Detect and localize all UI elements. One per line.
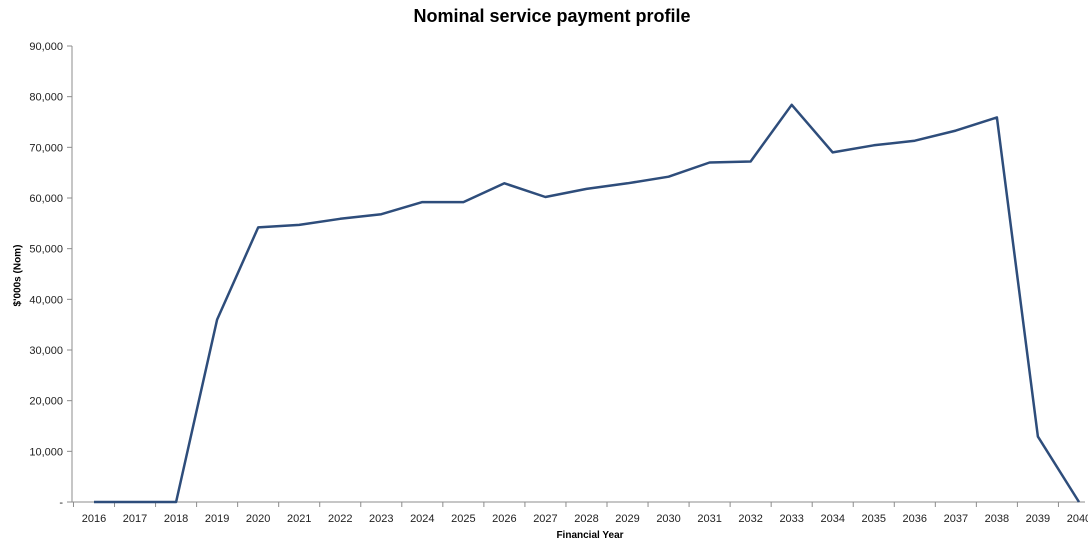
- x-tick-label: 2040: [1067, 513, 1088, 525]
- x-tick-label: 2032: [738, 513, 762, 525]
- x-tick-label: 2024: [410, 513, 434, 525]
- y-tick-label: 40,000: [29, 294, 63, 306]
- x-axis-label: Financial Year: [556, 530, 624, 541]
- x-tick-label: 2038: [985, 513, 1009, 525]
- y-tick-label: 20,000: [29, 396, 63, 408]
- x-tick-label: 2036: [903, 513, 927, 525]
- x-tick-label: 2033: [779, 513, 803, 525]
- y-tick-label: 30,000: [29, 345, 63, 357]
- y-tick-label: 10,000: [29, 446, 63, 458]
- x-tick-label: 2030: [656, 513, 680, 525]
- x-tick-label: 2018: [164, 513, 188, 525]
- x-tick-label: 2016: [82, 513, 106, 525]
- x-tick-label: 2020: [246, 513, 270, 525]
- chart-title: Nominal service payment profile: [413, 6, 691, 26]
- x-tick-label: 2031: [697, 513, 721, 525]
- x-tick-label: 2028: [574, 513, 598, 525]
- x-tick-label: 2021: [287, 513, 311, 525]
- x-tick-label: 2017: [123, 513, 147, 525]
- x-tick-label: 2035: [862, 513, 886, 525]
- x-tick-label: 2019: [205, 513, 229, 525]
- y-tick-label: 90,000: [29, 41, 63, 53]
- y-tick-label: 70,000: [29, 142, 63, 154]
- y-tick-label: 50,000: [29, 244, 63, 256]
- x-tick-label: 2034: [820, 513, 844, 525]
- x-tick-label: 2039: [1026, 513, 1050, 525]
- y-tick-label: -: [59, 497, 63, 509]
- x-tick-label: 2022: [328, 513, 352, 525]
- x-tick-label: 2029: [615, 513, 639, 525]
- series-line: [94, 103, 1081, 504]
- y-tick-label: 80,000: [29, 92, 63, 104]
- x-tick-label: 2037: [944, 513, 968, 525]
- x-tick-label: 2023: [369, 513, 393, 525]
- x-tick-label: 2026: [492, 513, 516, 525]
- y-tick-label: 60,000: [29, 193, 63, 205]
- x-tick-label: 2025: [451, 513, 475, 525]
- x-tick-label: 2027: [533, 513, 557, 525]
